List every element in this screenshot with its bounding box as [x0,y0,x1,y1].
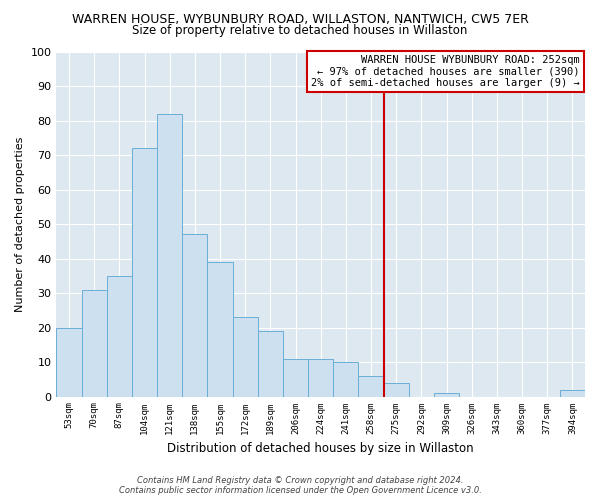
Text: Contains HM Land Registry data © Crown copyright and database right 2024.
Contai: Contains HM Land Registry data © Crown c… [119,476,481,495]
Bar [107,276,132,396]
Bar [82,290,107,397]
X-axis label: Distribution of detached houses by size in Willaston: Distribution of detached houses by size … [167,442,474,455]
Text: WARREN HOUSE, WYBUNBURY ROAD, WILLASTON, NANTWICH, CW5 7ER: WARREN HOUSE, WYBUNBURY ROAD, WILLASTON,… [71,12,529,26]
Bar [182,234,208,396]
Text: Size of property relative to detached houses in Willaston: Size of property relative to detached ho… [133,24,467,37]
Bar [308,358,333,397]
Bar [434,393,459,396]
Bar [258,331,283,396]
Bar [132,148,157,396]
Bar [157,114,182,397]
Text: WARREN HOUSE WYBUNBURY ROAD: 252sqm
← 97% of detached houses are smaller (390)
2: WARREN HOUSE WYBUNBURY ROAD: 252sqm ← 97… [311,55,580,88]
Bar [560,390,585,396]
Bar [383,383,409,396]
Bar [358,376,383,396]
Bar [208,262,233,396]
Bar [333,362,358,396]
Bar [283,358,308,397]
Bar [233,317,258,396]
Bar [56,328,82,396]
Y-axis label: Number of detached properties: Number of detached properties [15,136,25,312]
